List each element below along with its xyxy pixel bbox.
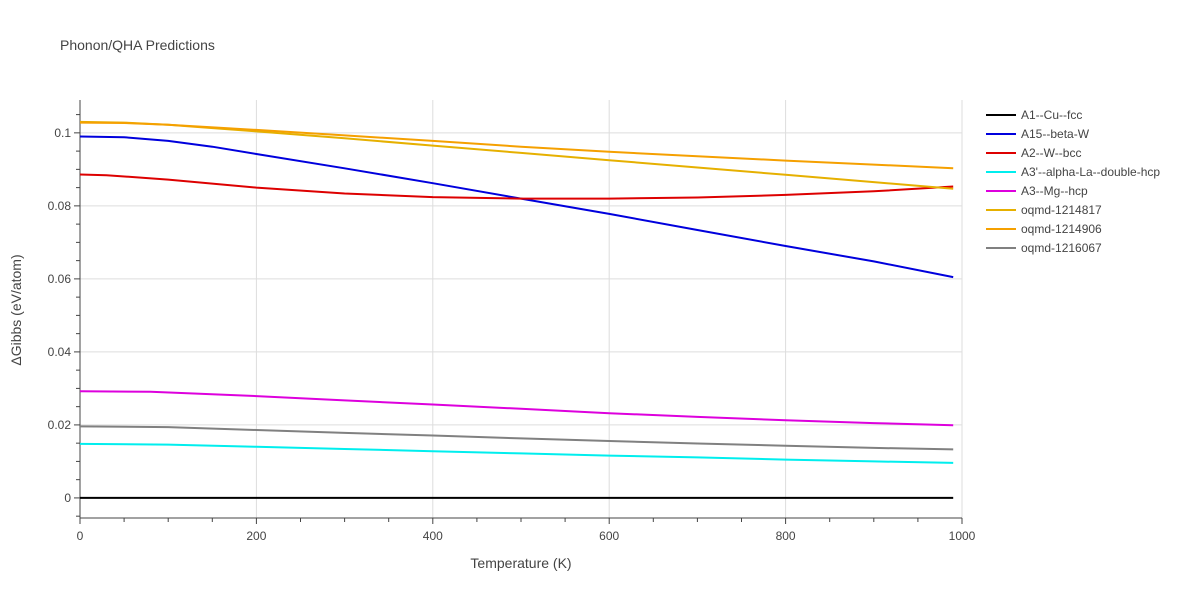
series-line xyxy=(79,425,954,451)
series-line xyxy=(79,390,954,427)
legend[interactable]: A1--Cu--fcc A15--beta-W A2--W--bcc A3'--alp… xyxy=(986,108,1160,255)
legend-item-label[interactable]: oqmd-1214817 xyxy=(1021,203,1102,217)
series-line xyxy=(79,173,954,200)
grid xyxy=(80,100,963,518)
y-axis-title: ΔGibbs (eV/atom) xyxy=(8,254,24,365)
x-tick-label: 600 xyxy=(599,529,619,543)
axes: 0 200 400 600 800 1000 0 0.02 0.04 0.06 0.08 0.1 xyxy=(48,100,976,543)
series-line xyxy=(79,442,954,464)
x-tick-label: 400 xyxy=(423,529,443,543)
y-tick-label: 0.06 xyxy=(48,272,72,286)
chart-title: Phonon/QHA Predictions xyxy=(60,37,215,53)
legend-item-label[interactable]: oqmd-1216067 xyxy=(1021,241,1102,255)
legend-item-label[interactable]: A3--Mg--hcp xyxy=(1021,184,1088,198)
y-tick-label: 0 xyxy=(64,491,71,505)
legend-item-label[interactable]: oqmd-1214906 xyxy=(1021,222,1102,236)
legend-item-label[interactable]: A3'--alpha-La--double-hcp xyxy=(1021,165,1160,179)
x-tick-label: 800 xyxy=(776,529,796,543)
legend-item-label[interactable]: A1--Cu--fcc xyxy=(1021,108,1082,122)
y-tick-label: 0.02 xyxy=(48,418,72,432)
y-tick-label: 0.08 xyxy=(48,199,72,213)
legend-item-label[interactable]: A15--beta-W xyxy=(1021,127,1090,141)
y-tick-label: 0.1 xyxy=(54,126,71,140)
series-line xyxy=(79,135,954,279)
series-line xyxy=(79,121,954,170)
series-line xyxy=(79,120,954,190)
x-tick-label: 1000 xyxy=(949,529,976,543)
series-group xyxy=(79,120,954,499)
legend-item-label[interactable]: A2--W--bcc xyxy=(1021,146,1081,160)
x-axis-title: Temperature (K) xyxy=(470,555,571,571)
y-tick-label: 0.04 xyxy=(48,345,72,359)
x-tick-label: 200 xyxy=(246,529,266,543)
x-tick-label: 0 xyxy=(77,529,84,543)
